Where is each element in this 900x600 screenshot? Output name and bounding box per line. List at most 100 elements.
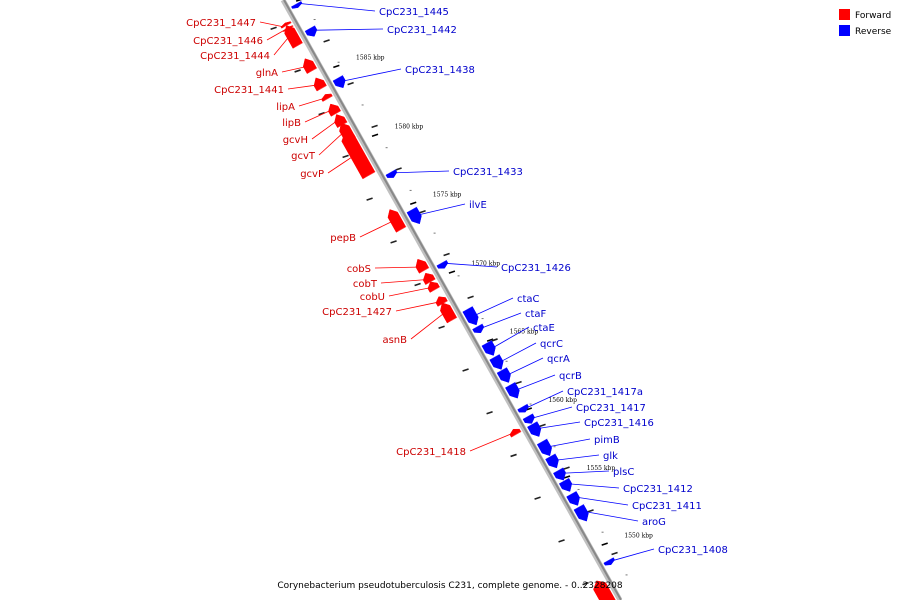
- forward-gene-feature: [435, 296, 448, 307]
- reverse-gene-feature: [603, 557, 615, 566]
- reverse-gene-feature: [472, 323, 485, 334]
- gene-shade: [505, 380, 518, 388]
- forward-gene-leader: [298, 98, 323, 107]
- reverse-gene-label: CpC231_1445: [379, 7, 449, 18]
- gene-shade: [307, 66, 320, 74]
- reverse-gene-leader: [539, 421, 581, 429]
- reverse-gene-label: CpC231_1408: [658, 545, 728, 556]
- forward-gene-leader: [259, 21, 282, 27]
- ruler-tick-label: 1550 kbp: [624, 532, 653, 539]
- gene-shade: [603, 555, 617, 564]
- forward-gene-label: cobU: [360, 292, 385, 303]
- reverse-gene-leader: [549, 438, 591, 447]
- gene-shade: [331, 108, 344, 117]
- forward-gene-feature: [313, 77, 327, 92]
- gene-shade: [333, 73, 346, 81]
- genome-axis: [280, 0, 623, 600]
- reverse-gene-feature: [332, 75, 346, 89]
- forward-gene-feature: [284, 25, 303, 49]
- reverse-gene-label: ctaF: [525, 309, 547, 320]
- reverse-gene-feature: [436, 259, 449, 269]
- reverse-gene-label: CpC231_1417a: [567, 387, 643, 398]
- forward-gene-label: gcvP: [300, 169, 324, 180]
- forward-gene-leader: [374, 266, 417, 269]
- forward-gene-leader: [318, 133, 343, 156]
- gene-shade: [553, 465, 566, 474]
- reverse-gene-leader: [501, 342, 537, 362]
- reverse-gene-leader: [344, 68, 402, 82]
- gene-shade: [316, 83, 330, 92]
- forward-gene-leader: [311, 121, 336, 140]
- gene-shade: [559, 476, 572, 484]
- forward-gene-label: gcvH: [283, 135, 308, 146]
- forward-gene-label: lipA: [276, 102, 295, 113]
- ruler-tick-label: 1580 kbp: [395, 123, 424, 130]
- forward-gene-label: gcvT: [291, 151, 316, 162]
- reverse-gene-feature: [505, 382, 520, 399]
- gene-shade: [437, 299, 451, 307]
- reverse-gene-label: CpC231_1426: [501, 263, 571, 274]
- reverse-gene-feature: [558, 477, 573, 492]
- legend-forward-label: Forward: [855, 11, 891, 21]
- forward-gene-leader: [287, 84, 315, 90]
- reverse-gene-label: CpC231_1411: [632, 501, 702, 512]
- forward-gene-leader: [395, 302, 437, 312]
- reverse-gene-feature: [406, 206, 422, 225]
- gene-shade: [430, 285, 443, 293]
- reverse-gene-feature: [291, 1, 303, 9]
- reverse-gene-leader: [564, 470, 610, 474]
- reverse-gene-leader: [613, 548, 655, 561]
- gene-shade: [462, 304, 476, 312]
- reverse-gene-feature: [385, 169, 398, 178]
- forward-gene-leader: [380, 279, 425, 284]
- gene-shade: [406, 205, 420, 213]
- gene-shade: [425, 277, 439, 285]
- reverse-gene-leader: [475, 297, 514, 316]
- reverse-gene-leader: [396, 170, 450, 174]
- forward-gene-label: glnA: [256, 68, 278, 79]
- legend-reverse-label: Reverse: [855, 27, 892, 37]
- gene-shade: [281, 20, 295, 29]
- gene-shade: [497, 365, 510, 373]
- gene-shade: [489, 352, 503, 360]
- gene-labels: CpC231_1447 CpC231_1446 CpC231_1444 glnA CpC…: [186, 3, 728, 561]
- reverse-gene-feature: [489, 354, 504, 370]
- reverse-gene-label: qcrC: [540, 339, 563, 350]
- forward-gene-feature: [415, 258, 430, 274]
- ruler-tick-label: 1585 kbp: [356, 55, 385, 62]
- genes: [280, 0, 617, 600]
- gene-shade: [291, 0, 304, 7]
- ruler-minor-ticks: [270, 19, 628, 586]
- gene-shade: [481, 338, 495, 346]
- reverse-gene-leader: [527, 390, 564, 408]
- forward-gene-feature: [509, 428, 522, 438]
- reverse-gene-feature: [517, 403, 529, 413]
- reverse-gene-label: ctaC: [517, 294, 540, 305]
- reverse-gene-feature: [496, 367, 511, 383]
- reverse-gene-label: ctaE: [533, 323, 555, 334]
- gene-shade: [472, 321, 486, 330]
- forward-gene-label: CpC231_1418: [396, 447, 466, 458]
- reverse-gene-label: CpC231_1412: [623, 484, 693, 495]
- reverse-gene-leader: [493, 326, 530, 348]
- forward-gene-label: asnB: [382, 335, 407, 346]
- forward-gene-label: CpC231_1441: [214, 85, 284, 96]
- forward-gene-feature: [334, 114, 348, 129]
- gene-shade: [419, 265, 432, 274]
- reverse-gene-label: CpC231_1417: [576, 403, 646, 414]
- reverse-gene-label: ilvE: [469, 200, 487, 211]
- reverse-gene-leader: [509, 357, 544, 375]
- forward-gene-leader: [359, 221, 392, 238]
- forward-gene-leader: [469, 433, 511, 452]
- reverse-gene-label: pimB: [594, 435, 620, 446]
- gene-shade: [545, 451, 559, 460]
- forward-gene-feature: [387, 209, 407, 233]
- reverse-gene-leader: [419, 203, 466, 215]
- gene-shade: [305, 23, 318, 32]
- forward-gene-leader: [327, 155, 355, 174]
- legend-reverse-swatch: [839, 25, 850, 36]
- forward-gene-feature: [422, 272, 436, 285]
- forward-gene-feature: [440, 302, 458, 324]
- reverse-gene-leader: [301, 3, 376, 12]
